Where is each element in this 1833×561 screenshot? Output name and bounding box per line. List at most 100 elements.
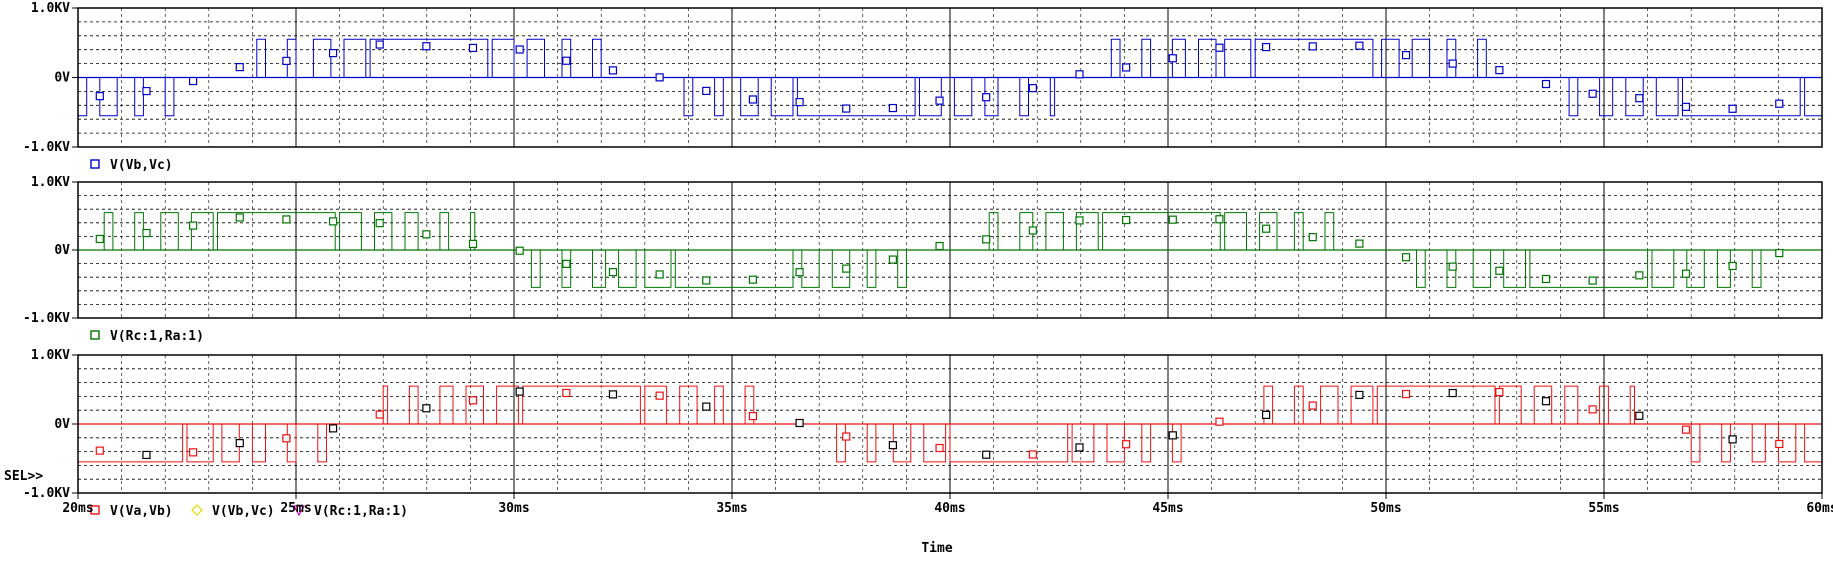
series-marker <box>189 221 198 230</box>
series-marker <box>1588 405 1597 414</box>
legend-label: V(Vb,Vc) <box>212 504 275 519</box>
series-marker <box>142 450 151 460</box>
legend-diamond-icon <box>191 504 203 516</box>
series-marker <box>1775 439 1784 449</box>
series-marker <box>982 450 991 459</box>
series-marker <box>515 246 524 255</box>
series-marker <box>142 228 151 238</box>
series-marker <box>1495 266 1504 275</box>
series-marker <box>1215 43 1224 52</box>
series-marker <box>1075 70 1084 79</box>
series-marker <box>468 239 478 248</box>
series-marker <box>282 56 291 66</box>
series-marker <box>795 98 804 107</box>
series-marker <box>982 235 991 244</box>
series-marker <box>1635 411 1644 420</box>
series-marker <box>935 96 944 105</box>
x-tick-label: 25ms <box>280 501 311 516</box>
series-marker <box>1401 51 1411 60</box>
x-tick-label: 30ms <box>498 501 529 516</box>
series-marker <box>562 259 571 268</box>
series-marker <box>1775 99 1784 108</box>
y-tick-label: -1.0KV <box>23 311 70 326</box>
y-tick-label: 0V <box>54 71 70 86</box>
label-layer: 1.0KV 0V -1.0KV V(Vb,Vc) 1.0KV 0V -1.0KV V(Rc:1… <box>23 1 1833 519</box>
y-tick-label: 1.0KV <box>31 348 70 363</box>
series-marker <box>562 56 571 65</box>
series-marker <box>328 424 338 433</box>
legend-label: V(Rc:1,Ra:1) <box>110 329 204 344</box>
series-marker <box>1122 440 1131 449</box>
x-tick-label: 55ms <box>1588 501 1619 516</box>
series-marker <box>235 63 244 72</box>
series-marker <box>702 276 711 285</box>
x-tick-label: 45ms <box>1152 501 1183 516</box>
series-marker <box>608 268 618 277</box>
series-marker <box>1448 388 1457 398</box>
legend-label: V(Rc:1,Ra:1) <box>314 504 408 519</box>
series-marker <box>655 270 664 279</box>
series-marker <box>1261 410 1271 419</box>
series-marker <box>842 432 851 441</box>
series-marker <box>1028 83 1037 93</box>
legend-label: V(Vb,Vc) <box>110 158 173 173</box>
series-marker <box>95 234 104 244</box>
series-marker <box>1355 390 1364 400</box>
legend-square-icon <box>90 159 100 169</box>
series-marker <box>1681 269 1691 278</box>
series-marker <box>95 446 104 455</box>
y-tick-label: 0V <box>54 417 70 432</box>
legend-item: V(Rc:1,Ra:1) <box>90 329 204 344</box>
series-marker <box>1355 239 1364 248</box>
series-marker <box>795 418 804 428</box>
series-marker <box>375 410 384 419</box>
legend-square-icon <box>90 330 100 340</box>
series-marker <box>1635 271 1644 280</box>
series-marker <box>1308 233 1317 242</box>
series-marker <box>888 441 897 450</box>
series-marker <box>1308 42 1317 51</box>
series-marker <box>608 390 618 399</box>
x-tick-label: 50ms <box>1370 501 1401 516</box>
waveform-layer <box>78 38 1822 463</box>
series-marker <box>1728 435 1737 444</box>
series-marker <box>1728 104 1737 113</box>
series-marker <box>1028 450 1037 459</box>
series-marker <box>282 434 291 443</box>
series-marker <box>189 448 198 457</box>
series-marker <box>1495 66 1504 75</box>
series-marker <box>1168 215 1177 224</box>
series-marker <box>1588 89 1597 98</box>
series-marker <box>1308 401 1317 410</box>
series-marker <box>1635 94 1644 103</box>
legend-item: V(Rc:1,Ra:1) <box>292 504 408 519</box>
series-marker <box>422 230 431 239</box>
legend-item: V(Vb,Vc) <box>191 504 275 519</box>
series-marker <box>1448 262 1457 271</box>
x-tick-label: 35ms <box>716 501 747 516</box>
series-marker <box>1681 425 1691 434</box>
series-marker <box>282 215 291 224</box>
series-marker <box>1122 215 1131 225</box>
series-marker <box>1355 41 1364 50</box>
series-marker <box>1215 215 1224 224</box>
series-marker <box>422 42 431 51</box>
series-marker <box>1075 216 1084 225</box>
series-marker <box>702 402 711 411</box>
legend-triangle-icon <box>292 505 306 517</box>
x-tick-label: 40ms <box>934 501 965 516</box>
series-marker <box>1775 248 1784 258</box>
series-marker <box>1448 59 1457 68</box>
series-marker <box>1588 276 1597 285</box>
series-marker <box>702 86 711 96</box>
series-marker <box>1401 389 1411 399</box>
series-marker <box>328 217 338 226</box>
series-marker <box>935 443 944 453</box>
legend-label: V(Va,Vb) <box>110 504 173 519</box>
y-tick-label: 0V <box>54 243 70 258</box>
series-marker <box>515 387 524 396</box>
series-marker <box>1728 261 1737 271</box>
series-marker <box>1261 224 1271 233</box>
series-marker <box>748 411 758 421</box>
series-marker <box>842 264 851 273</box>
